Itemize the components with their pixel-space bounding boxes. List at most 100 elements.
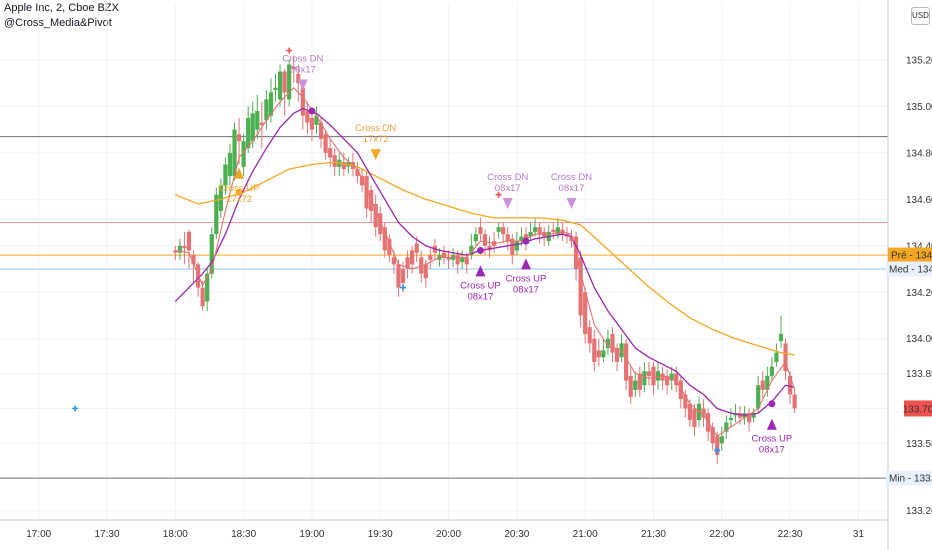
cross-down-marker: [502, 197, 513, 209]
candle-body: [287, 64, 292, 100]
candle-body: [291, 66, 296, 70]
candle-body: [678, 380, 683, 400]
cross-dot: [308, 107, 316, 115]
signal-label: Cross DN: [282, 53, 323, 64]
candle-body: [232, 129, 237, 177]
signal-label: Cross UP: [219, 183, 260, 194]
price-tick: 133.85: [906, 369, 932, 380]
signal-sub: 08x17: [559, 183, 585, 194]
signal-label: Cross UP: [506, 273, 547, 284]
time-axis[interactable]: 17:00 17:30 18:00 18:30 19:00 19:30 20:00 20:30…: [0, 519, 888, 540]
candle-body: [305, 111, 310, 123]
candle-body: [501, 227, 506, 235]
candle-body: [259, 122, 264, 125]
candle-body: [382, 227, 387, 251]
candle-body: [255, 111, 260, 130]
price-tick: 134.40: [906, 241, 932, 252]
candle-body: [282, 71, 287, 93]
ma-mid-line: [174, 107, 795, 417]
candle-body: [728, 417, 733, 421]
time-tick: 17:30: [94, 529, 119, 540]
time-tick: 31: [853, 529, 865, 540]
time-tick: 20:30: [504, 529, 529, 540]
candle-body: [756, 385, 761, 409]
candle-body: [218, 185, 223, 211]
candle-body: [633, 380, 638, 390]
signal-sub: 08x17: [467, 291, 493, 302]
last-price-value: 133.70: [903, 404, 932, 415]
candle-body: [277, 71, 283, 100]
cross-down-marker: [297, 79, 308, 91]
candle-body: [414, 243, 419, 253]
time-tick: 21:00: [573, 529, 598, 540]
level-label: Med - 134.30: [889, 265, 932, 276]
candle-body: [701, 408, 706, 418]
level-label: Min - 133.40: [889, 474, 932, 485]
signal-sub: 17x72: [226, 194, 252, 205]
candle-body: [614, 348, 620, 362]
cross-dot: [522, 237, 530, 245]
cross-dot: [768, 400, 776, 408]
candle-body: [400, 269, 406, 283]
candle-body: [747, 413, 752, 423]
candle-body: [309, 117, 315, 130]
candle-body: [683, 394, 688, 409]
candle-body: [715, 436, 720, 455]
pre-level-label: Pré - 134.36: [891, 251, 932, 262]
candle-body: [569, 236, 574, 242]
candle-body: [587, 327, 592, 344]
candle-body: [605, 338, 611, 349]
candle-body: [642, 371, 647, 386]
candle-body: [314, 115, 319, 125]
candle-body: [669, 373, 674, 381]
ma-slow-line: [175, 161, 795, 356]
candle-body: [624, 343, 629, 381]
time-tick: 18:00: [163, 529, 188, 540]
cross-dot: [476, 246, 484, 254]
candle-body: [378, 213, 383, 235]
candle-body: [505, 234, 510, 242]
cross-down-marker: [566, 197, 577, 209]
signal-label: Cross DN: [487, 172, 528, 183]
signal-label: Cross UP: [460, 280, 501, 291]
candle-body: [473, 234, 478, 242]
candle-body: [268, 92, 274, 116]
candle-body: [328, 148, 333, 158]
candle-body: [601, 350, 606, 358]
candle-body: [460, 257, 465, 263]
candle-body: [514, 241, 519, 251]
candle-body: [186, 231, 192, 251]
ma-fast-line: [175, 87, 796, 438]
candle-body: [646, 371, 652, 376]
pre-level-badge: [888, 247, 932, 263]
candle-body: [391, 257, 397, 265]
candle-body: [519, 236, 524, 242]
candle-body: [692, 408, 697, 428]
candle-body: [246, 117, 251, 149]
price-tick: 135.20: [906, 55, 932, 66]
currency-button[interactable]: USD: [911, 7, 930, 25]
candle-body: [209, 234, 214, 274]
candle-body: [173, 250, 178, 253]
candle-body: [510, 238, 515, 256]
candle-body: [236, 134, 242, 142]
candle-body: [592, 338, 597, 362]
cross-dot: [235, 188, 243, 196]
price-tick: 133.26: [906, 506, 932, 517]
candle-body: [455, 255, 460, 265]
indicator-name[interactable]: @Cross_Media&Pivot: [4, 17, 112, 29]
candle-body: [318, 122, 324, 139]
price-axis[interactable]: 135.20 135.00 134.80 134.60 134.40 134.20 134.…: [886, 0, 932, 550]
cross-down-marker: [370, 149, 381, 161]
candle-body: [787, 375, 793, 395]
candle-body: [300, 87, 305, 116]
candle-body: [250, 113, 255, 142]
price-tick: 134.20: [906, 288, 932, 299]
candle-body: [341, 162, 346, 170]
chart-title: Apple Inc, 2, Cboe BZX: [4, 2, 119, 14]
candle-body: [583, 292, 588, 335]
signal-sub: 08x17: [290, 64, 316, 75]
moving-averages: [174, 87, 796, 438]
cross-up-marker: [475, 265, 486, 277]
